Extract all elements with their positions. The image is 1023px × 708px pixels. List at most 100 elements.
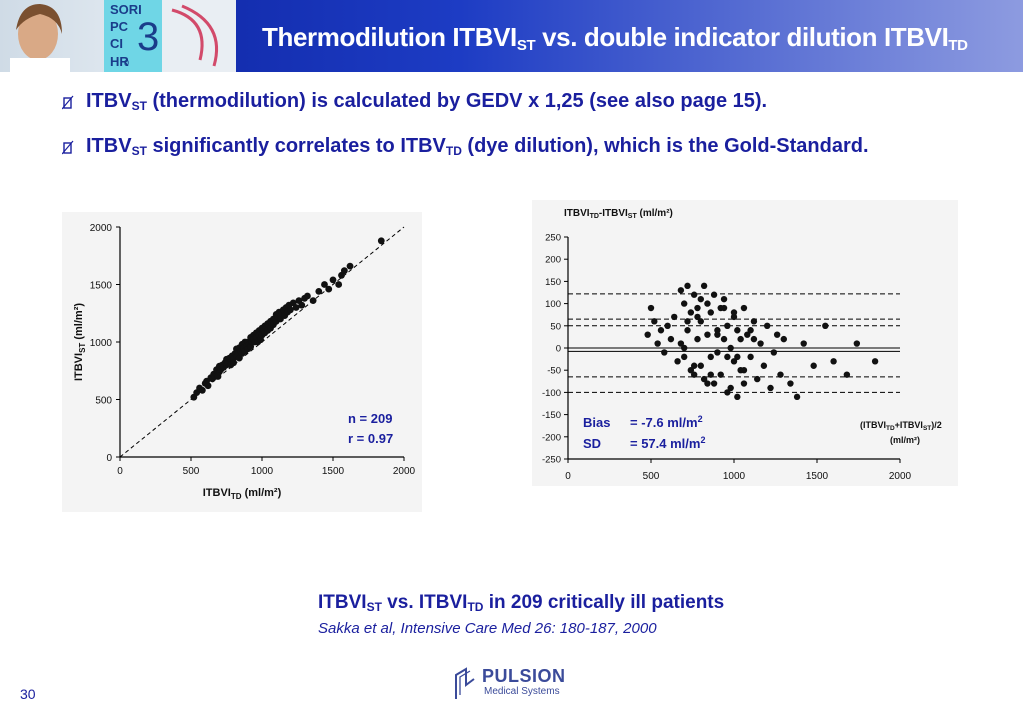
chart2-point <box>720 304 728 312</box>
chart1-x-tick-label: 1000 <box>251 466 274 477</box>
chart2-point <box>647 304 655 312</box>
chart2-point <box>770 349 778 356</box>
chart2-point <box>760 362 768 369</box>
chart1-point <box>340 267 348 275</box>
chart1-x-tick-label: 0 <box>117 466 123 477</box>
chart1-point <box>325 285 333 293</box>
pulsion-logo-icon <box>455 667 475 699</box>
chart2-point <box>697 295 704 303</box>
chart1-point <box>309 297 317 304</box>
chart2-y-tick-label: -200 <box>542 432 561 443</box>
chart2-point <box>737 335 744 343</box>
chart2-point <box>714 349 721 356</box>
chart1-point <box>321 281 328 288</box>
logo-name: PULSION <box>482 666 566 686</box>
chart2-point <box>871 358 879 365</box>
hair-shape <box>16 4 62 34</box>
chart2-point <box>684 327 691 334</box>
chart1-x-axis-label: ITBVITD (ml/m²) <box>203 487 282 501</box>
chart2-point <box>654 340 661 347</box>
face-shape <box>18 8 58 60</box>
chart2-point <box>651 318 658 325</box>
chart1-x-tick-label: 2000 <box>393 466 416 477</box>
chart2-point <box>727 344 734 352</box>
chart2-y-tick-label: -50 <box>547 366 561 377</box>
chart2-point <box>700 282 708 290</box>
correlation-scatter-chart: 0 500 1000 1500 2000 0 500 1000 1500 2000 ITBVITD… <box>62 212 422 512</box>
chart1-point <box>204 382 212 390</box>
chart2-point <box>734 327 741 334</box>
chart2-point <box>750 318 758 325</box>
chart2-y-tick-label: 0 <box>556 344 561 355</box>
chart2-x-tick-label: 0 <box>565 471 571 482</box>
chart2-point <box>694 304 701 312</box>
header-photo: SORI PC CI HR 3 0 <box>0 0 236 72</box>
chart2-point <box>747 327 754 334</box>
chart1-y-tick-label: 1000 <box>90 338 113 349</box>
page-title: Thermodilution ITBVIST vs. double indica… <box>262 22 968 54</box>
chart2-point <box>764 322 771 329</box>
chart1-x-tick-label: 500 <box>183 466 200 477</box>
chart1-point <box>346 262 354 270</box>
chart2-point <box>710 380 718 387</box>
chart2-y-tick-label: -150 <box>542 410 561 421</box>
figure-caption: ITBVIST vs. ITBVITD in 209 critically il… <box>318 592 725 614</box>
chart2-point <box>787 380 794 387</box>
chart2-point <box>687 367 695 374</box>
chart2-point <box>707 309 714 316</box>
chart2-point <box>777 371 784 378</box>
monitor-small: 0 <box>124 58 129 68</box>
chart2-point <box>707 371 714 378</box>
chart2-point <box>720 335 728 343</box>
chart1-y-tick-label: 0 <box>106 453 112 464</box>
chart2-point <box>657 327 665 334</box>
chart2-x-tick-label: 2000 <box>889 471 912 482</box>
chart2-y-tick-label: 200 <box>545 255 561 266</box>
chart2-point <box>690 362 698 369</box>
page-number: 30 <box>20 686 36 702</box>
chart2-point <box>800 340 807 347</box>
chart2-point <box>724 322 731 329</box>
chart1-point <box>292 304 300 311</box>
chart2-point <box>773 331 781 338</box>
chart2-point <box>644 331 651 338</box>
chart2-y-tick-label: 250 <box>545 233 561 244</box>
chart1-y-tick-label: 1500 <box>90 281 113 292</box>
chart2-point <box>677 287 685 294</box>
chart2-point <box>730 309 738 316</box>
chart2-point <box>681 300 688 307</box>
chart2-point <box>690 371 698 378</box>
chart2-point <box>704 331 711 338</box>
chart2-sd-value: = 57.4 ml/m2 <box>630 435 705 451</box>
chart2-point <box>681 344 688 352</box>
monitor-screen <box>104 0 162 72</box>
bland-altman-chart: ITBVITD-ITBVIST (ml/m²) 0 500 1000 1500 2000… <box>532 200 958 486</box>
chart2-bias-label: Bias <box>583 415 610 430</box>
chart2-point <box>767 384 774 392</box>
chart1-point <box>377 237 385 245</box>
monitor-line-1: PC <box>110 19 129 34</box>
chart2-point <box>661 349 668 356</box>
chart1-point <box>329 276 337 284</box>
bullet-list: ITBVST (thermodilution) is calculated by… <box>60 90 869 180</box>
chart2-x-tick-label: 1000 <box>723 471 746 482</box>
chart1-x-tick-label: 1500 <box>322 466 345 477</box>
chart2-point <box>690 291 698 298</box>
chart2-point <box>822 322 829 329</box>
chart2-point <box>697 318 704 325</box>
chart1-point <box>287 306 294 314</box>
chart2-point <box>730 358 738 365</box>
chart2-point <box>740 367 748 374</box>
chart2-y-tick-label: -250 <box>542 455 561 466</box>
chart2-point <box>700 375 708 383</box>
chart2-point <box>677 340 685 347</box>
chart1-point <box>304 292 311 300</box>
chart2-point <box>674 358 681 365</box>
chart2-bias-value: = -7.6 ml/m2 <box>630 414 703 430</box>
chart2-title: ITBVITD-ITBVIST (ml/m²) <box>564 208 673 220</box>
chart2-point <box>704 380 711 387</box>
bullet-marker-icon <box>62 95 74 110</box>
chart2-point <box>714 327 721 334</box>
chart2-point <box>704 300 711 307</box>
chart2-point <box>667 335 675 343</box>
